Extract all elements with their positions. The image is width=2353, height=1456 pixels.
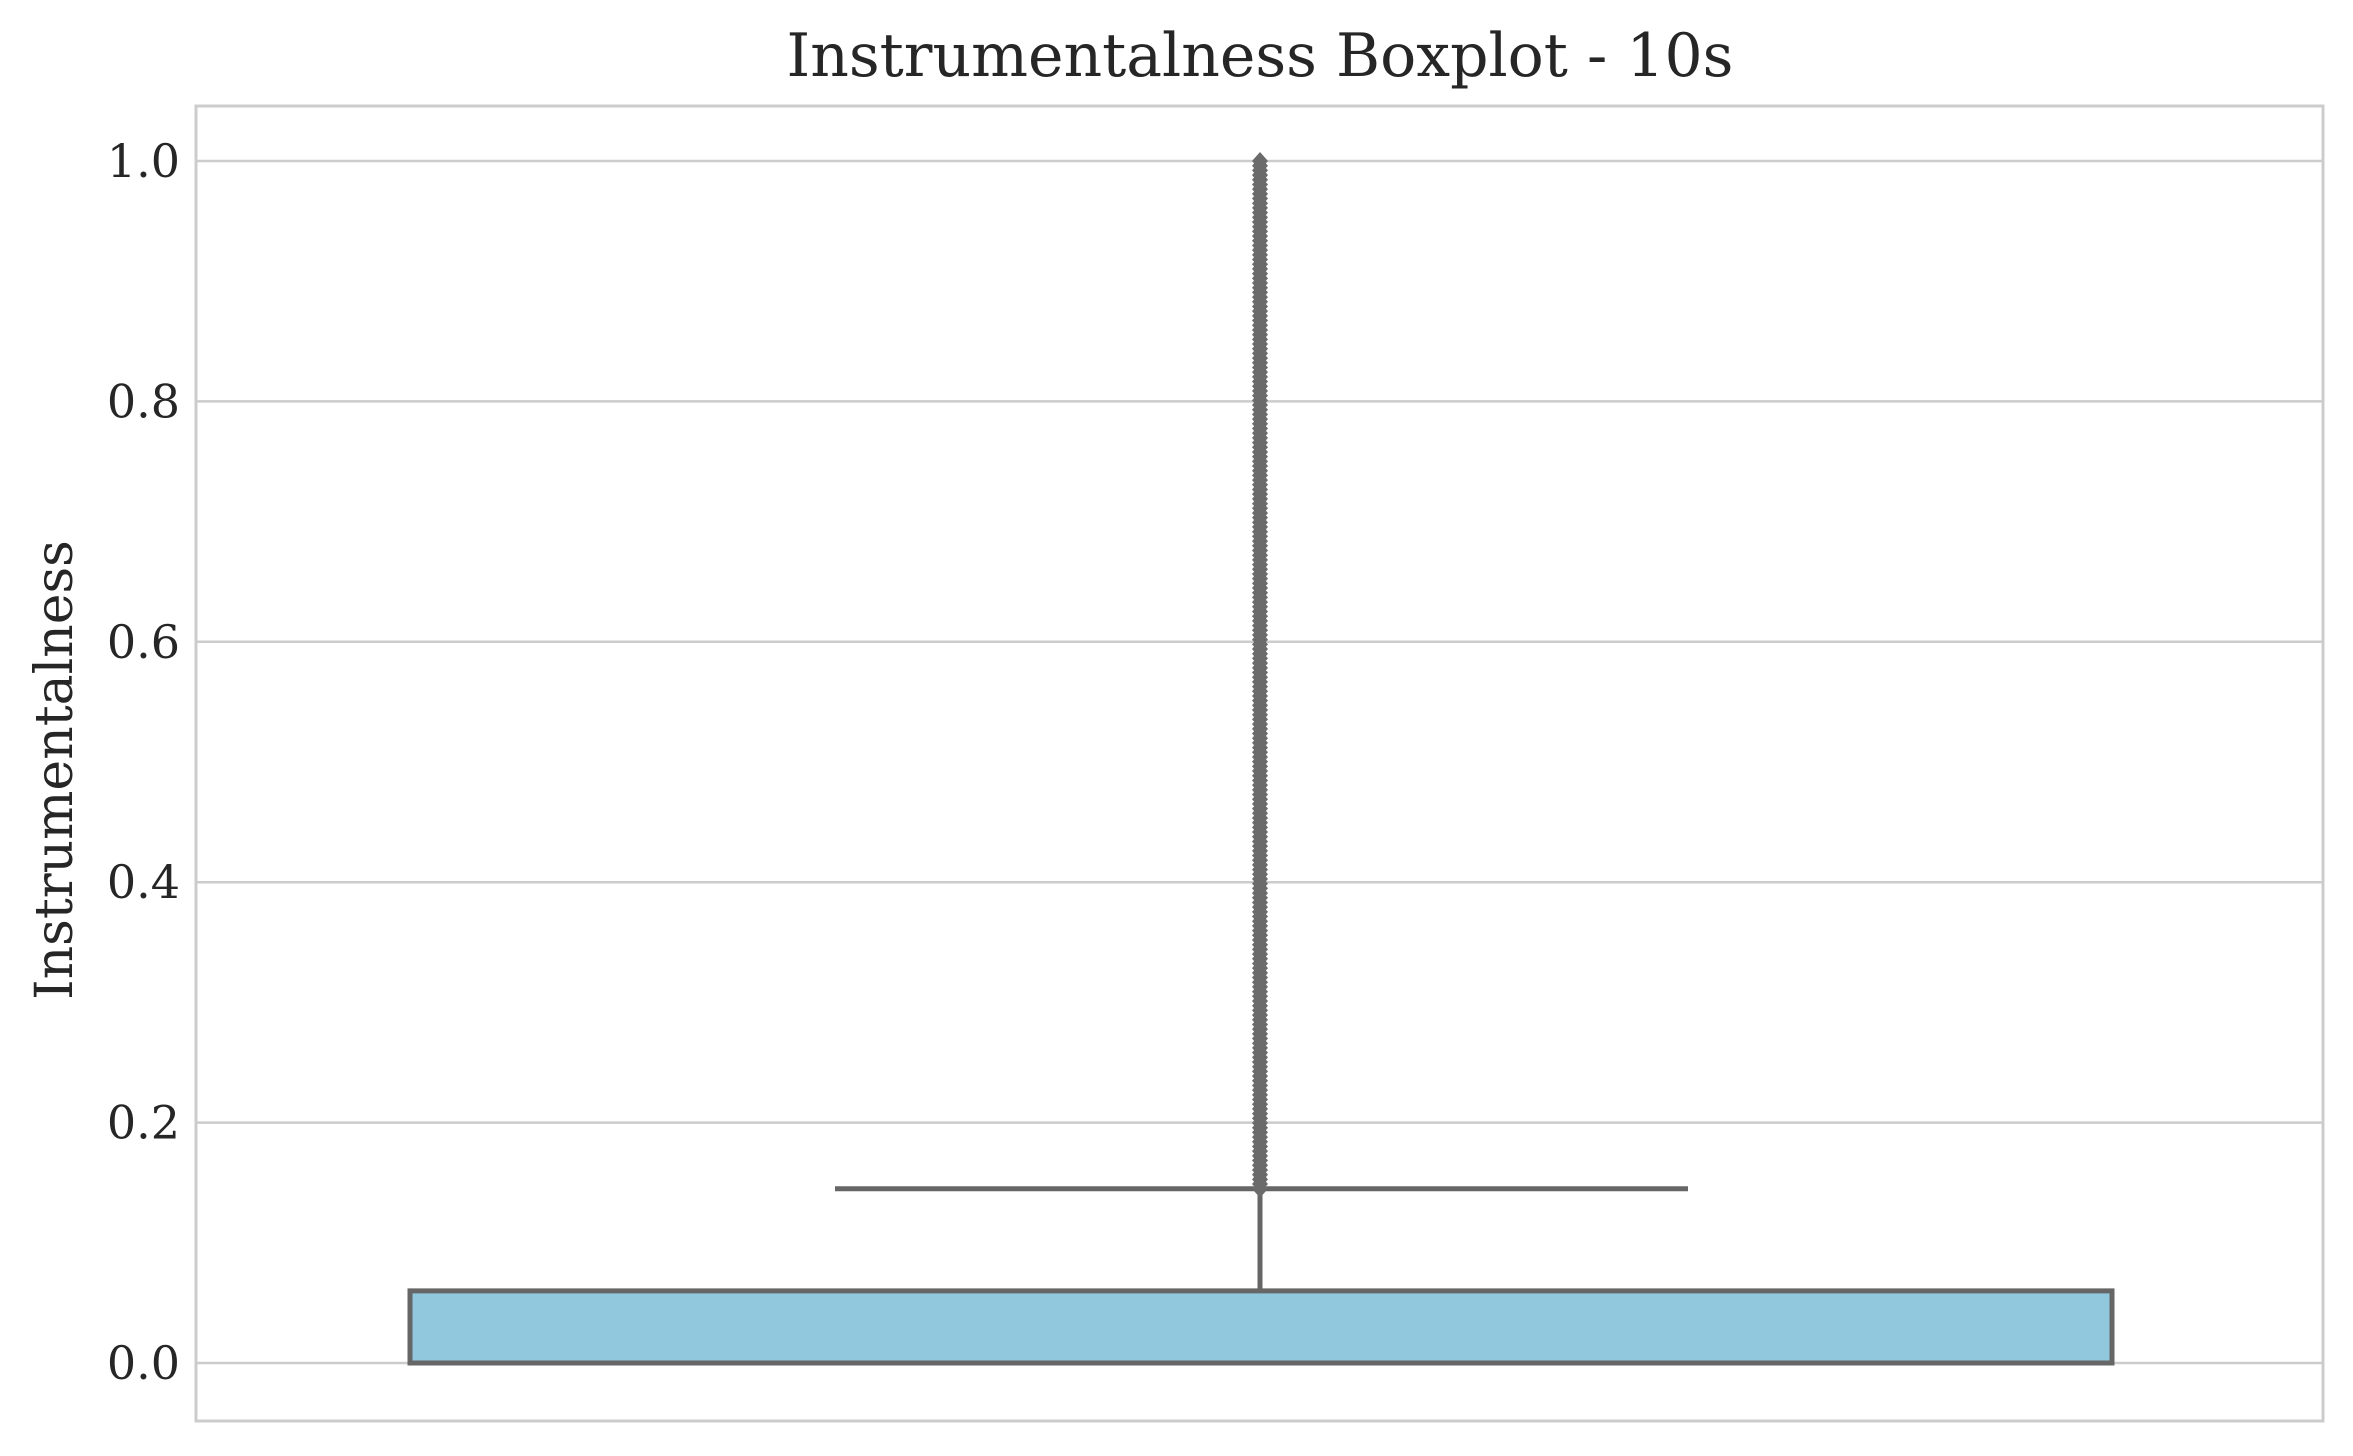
y-tick-labels: 0.0 0.2 0.4 0.6 0.8 1.0 [107, 134, 180, 1390]
outlier-point [1252, 152, 1268, 170]
y-axis-label: Instrumentalness [25, 540, 85, 1000]
y-tick-label: 0.2 [107, 1096, 180, 1150]
iqr-box [407, 1288, 2115, 1366]
y-tick-label: 0.4 [107, 855, 180, 909]
y-tick-label: 0.6 [107, 615, 180, 669]
plot-frame [194, 104, 2325, 1423]
y-tick-label: 0.0 [107, 1336, 180, 1390]
y-tick-label: 0.8 [107, 374, 180, 428]
outlier-points [1252, 152, 1268, 1198]
box-group [407, 1186, 2115, 1366]
chart-title: Instrumentalness Boxplot - 10s [787, 21, 1734, 91]
y-tick-label: 1.0 [107, 134, 180, 188]
